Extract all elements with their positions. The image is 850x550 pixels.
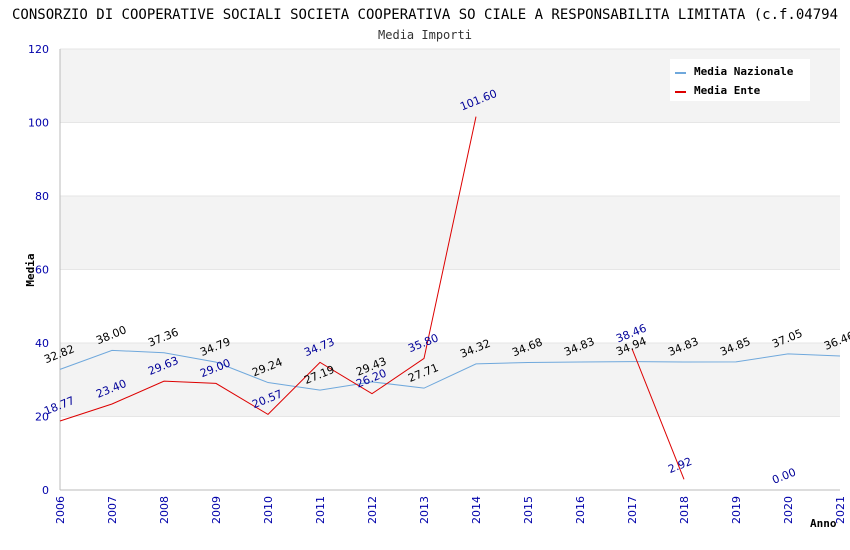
y-axis-label: Media [24, 253, 37, 286]
y-tick-20: 20 [35, 411, 49, 424]
y-tick-labels: 0 20 40 60 80 100 120 [28, 43, 49, 497]
series-line-media-ente-0 [59, 116, 477, 422]
x-tick-2018: 2018 [678, 496, 691, 524]
y-tick-80: 80 [35, 190, 49, 203]
band-40 [60, 269, 840, 343]
legend: Media Nazionale Media Ente [670, 59, 810, 101]
band-60 [60, 196, 840, 270]
x-tick-2008: 2008 [158, 496, 171, 524]
x-tick-2009: 2009 [210, 496, 223, 524]
y-tick-0: 0 [42, 484, 49, 497]
x-tick-2006: 2006 [54, 496, 67, 524]
x-tick-2011: 2011 [314, 496, 327, 524]
x-tick-2017: 2017 [626, 496, 639, 524]
chart-subtitle: Media Importi [378, 28, 472, 42]
y-tick-100: 100 [28, 117, 49, 130]
x-tick-labels: 2006 2007 2008 2009 2010 2011 2012 2013 2014 2015… [54, 496, 847, 524]
x-tick-2016: 2016 [574, 496, 587, 524]
chart-title: CONSORZIO DI COOPERATIVE SOCIALI SOCIETA… [12, 7, 838, 23]
legend-label-media-ente: Media Ente [694, 84, 761, 97]
x-tick-2021: 2021 [834, 496, 847, 524]
band-20 [60, 343, 840, 417]
x-tick-2014: 2014 [470, 496, 483, 524]
series-lines [59, 116, 841, 480]
x-tick-2015: 2015 [522, 496, 535, 524]
x-tick-2010: 2010 [262, 496, 275, 524]
y-tick-120: 120 [28, 43, 49, 56]
y-tick-60: 60 [35, 264, 49, 277]
y-tick-40: 40 [35, 337, 49, 350]
x-tick-2012: 2012 [366, 496, 379, 524]
series-line-media-nazionale-0 [59, 349, 841, 391]
x-tick-2020: 2020 [782, 496, 795, 524]
x-tick-2007: 2007 [106, 496, 119, 524]
band-0 [60, 416, 840, 490]
legend-box [670, 59, 810, 101]
band-80 [60, 122, 840, 196]
x-axis-label: Anno [810, 517, 837, 530]
series-line-media-ente-1 [631, 348, 685, 480]
x-tick-2019: 2019 [730, 496, 743, 524]
legend-label-media-nazionale: Media Nazionale [694, 65, 794, 78]
x-tick-2013: 2013 [418, 496, 431, 524]
